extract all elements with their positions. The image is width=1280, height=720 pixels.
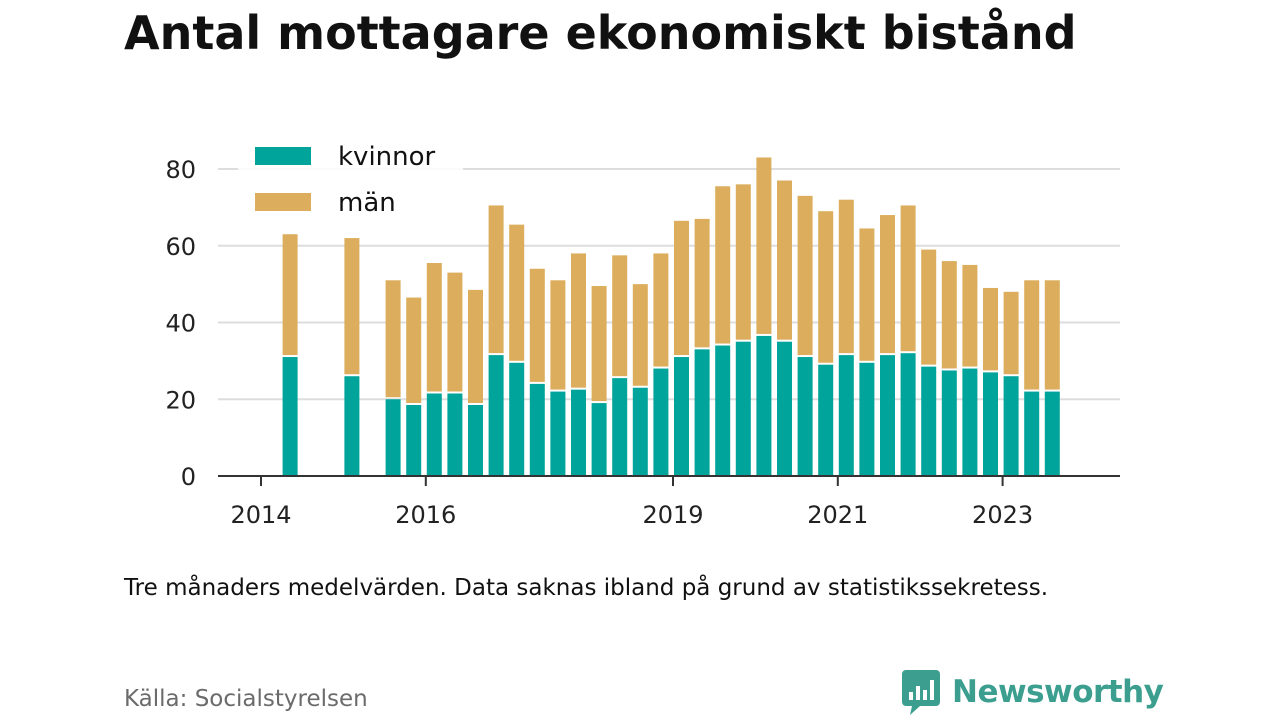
bar-kvinnor <box>983 372 998 476</box>
bar-man <box>406 297 422 404</box>
bar-man <box>694 218 710 348</box>
bar-man <box>529 268 545 382</box>
bar-kvinnor <box>900 353 916 476</box>
bar-kvinnor <box>694 349 710 476</box>
bar-man <box>1044 280 1060 390</box>
bar-man <box>900 205 916 352</box>
brand-name: Newsworthy <box>952 674 1164 710</box>
bar-kvinnor <box>715 345 731 476</box>
y-tick-label: 40 <box>165 310 196 338</box>
x-tick-label: 2014 <box>230 501 291 529</box>
bar-kvinnor <box>797 357 813 476</box>
bar-man <box>797 195 813 356</box>
bar-kvinnor <box>385 399 401 476</box>
bar-man <box>282 234 298 356</box>
bar-man <box>838 199 854 354</box>
bar-kvinnor <box>818 364 834 476</box>
source-label: Källa: Socialstyrelsen <box>124 686 368 712</box>
bar-man <box>385 280 401 398</box>
bar-kvinnor <box>468 405 483 476</box>
bar-kvinnor <box>591 403 607 476</box>
bar-kvinnor <box>282 357 298 476</box>
bar-kvinnor <box>653 368 669 476</box>
legend: kvinnor män <box>238 136 463 228</box>
bar-kvinnor <box>1044 391 1060 476</box>
bar-kvinnor <box>674 357 689 476</box>
newsworthy-logo-icon <box>902 670 940 715</box>
bar-man <box>941 261 957 369</box>
bar-man <box>344 238 360 375</box>
bar-man <box>1003 291 1019 375</box>
bar-man <box>571 253 586 388</box>
bar-kvinnor <box>571 389 586 476</box>
legend-swatch-kvinnor <box>255 147 311 165</box>
chart-title: Antal mottagare ekonomiskt bistånd <box>124 6 1077 60</box>
bar-man <box>468 289 483 404</box>
bar-kvinnor <box>632 387 648 476</box>
bar-man <box>612 255 628 377</box>
bar-man <box>447 272 463 392</box>
bar-man <box>509 224 525 361</box>
bar-kvinnor <box>426 393 442 476</box>
x-axis: 2014 2016 2019 2021 2023 <box>218 475 1120 529</box>
bar-man <box>1024 280 1040 390</box>
bar-man <box>777 180 792 340</box>
x-tick-label: 2019 <box>642 501 703 529</box>
bar-kvinnor <box>880 355 895 476</box>
bar-man <box>550 280 566 390</box>
bar-man <box>880 215 895 354</box>
bar-man <box>859 228 875 361</box>
bar-man <box>426 263 442 392</box>
bar-kvinnor <box>735 341 751 476</box>
stacked-bar-chart: 0 20 40 60 80 2014 2016 2019 2021 2023 kvinnor mä… <box>165 136 1120 529</box>
legend-label-man: män <box>338 188 396 218</box>
bar-kvinnor <box>529 383 545 476</box>
bar-kvinnor <box>1003 376 1019 476</box>
x-tick-label: 2021 <box>807 501 868 529</box>
bar-man <box>488 205 504 354</box>
y-axis-ticks: 0 20 40 60 80 <box>165 156 196 491</box>
bar-man <box>983 287 998 371</box>
bar-man <box>591 286 607 402</box>
bar-man <box>818 211 834 363</box>
bar-kvinnor <box>550 391 566 476</box>
y-tick-label: 80 <box>165 156 196 184</box>
y-tick-label: 0 <box>181 463 196 491</box>
bar-man <box>632 284 648 386</box>
y-tick-label: 60 <box>165 233 196 261</box>
legend-swatch-man <box>255 193 311 211</box>
bar-kvinnor <box>756 335 772 476</box>
bars <box>282 157 1060 476</box>
bar-kvinnor <box>859 362 875 476</box>
bar-kvinnor <box>941 370 957 476</box>
bar-kvinnor <box>612 378 628 476</box>
bar-man <box>674 220 689 356</box>
bar-man <box>756 157 772 334</box>
bar-man <box>715 186 731 344</box>
bar-kvinnor <box>777 341 792 476</box>
bar-man <box>921 249 937 365</box>
bar-man <box>735 184 751 340</box>
bar-kvinnor <box>838 355 854 476</box>
bar-kvinnor <box>962 368 978 476</box>
brand-logo[interactable]: Newsworthy <box>900 668 1164 716</box>
bar-kvinnor <box>488 355 504 476</box>
legend-label-kvinnor: kvinnor <box>338 142 436 172</box>
bar-kvinnor <box>509 362 525 476</box>
y-tick-label: 20 <box>165 386 196 414</box>
bar-kvinnor <box>921 366 937 476</box>
bar-kvinnor <box>344 376 360 476</box>
bar-kvinnor <box>406 405 422 476</box>
bar-kvinnor <box>1024 391 1040 476</box>
bar-man <box>653 253 669 367</box>
bar-kvinnor <box>447 393 463 476</box>
chart-note: Tre månaders medelvärden. Data saknas ib… <box>124 575 1049 601</box>
bar-man <box>962 264 978 367</box>
x-tick-label: 2023 <box>972 501 1033 529</box>
x-tick-label: 2016 <box>395 501 456 529</box>
